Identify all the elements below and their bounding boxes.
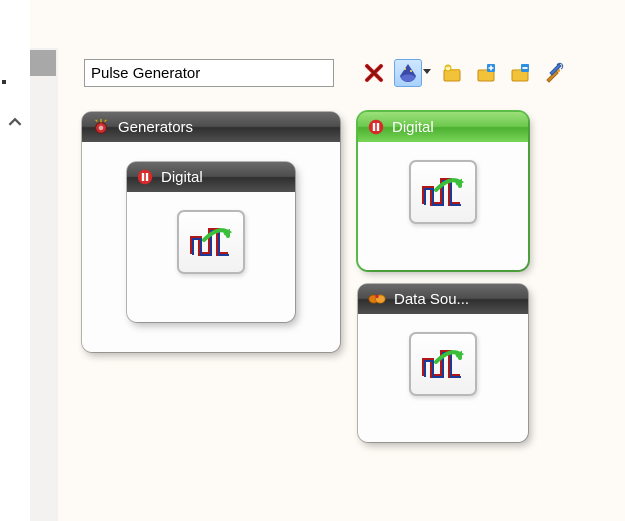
wizard-button[interactable]	[394, 59, 422, 87]
idea-folder-button[interactable]	[438, 59, 466, 87]
folder-add-icon	[475, 62, 497, 84]
generators-icon	[92, 118, 110, 136]
left-ruler-strip	[0, 0, 30, 521]
folder-add-button[interactable]	[472, 59, 500, 87]
panel-header[interactable]: Data Sou...	[358, 284, 528, 314]
panel-body	[358, 142, 528, 238]
wizard-icon	[397, 62, 419, 84]
panel-title: Generators	[118, 119, 193, 136]
component-tile[interactable]	[409, 332, 477, 396]
panel-header[interactable]: Digital	[358, 112, 528, 142]
panel-data-sources[interactable]: Data Sou...	[358, 284, 528, 442]
panel-body	[127, 192, 295, 288]
panel-generators-digital[interactable]: Digital	[127, 162, 295, 322]
pulse-generator-icon	[420, 170, 466, 214]
data-sources-icon	[368, 291, 386, 307]
panel-header[interactable]: Generators	[82, 112, 340, 142]
panel-title: Digital	[161, 169, 203, 186]
tools-button[interactable]	[540, 59, 568, 87]
delete-button[interactable]	[360, 59, 388, 87]
canvas-area: Generators Digital	[60, 100, 625, 521]
component-tile[interactable]	[409, 160, 477, 224]
panel-body	[358, 314, 528, 410]
panel-digital[interactable]: Digital	[358, 112, 528, 270]
digital-icon	[368, 119, 384, 135]
chevron-up-icon[interactable]	[8, 115, 22, 129]
panel-body: Digital	[82, 142, 340, 342]
lightbulb-folder-icon	[441, 62, 463, 84]
delete-x-icon	[363, 62, 385, 84]
pulse-generator-icon	[420, 342, 466, 386]
gutter-block	[30, 50, 56, 76]
pulse-generator-icon	[188, 220, 234, 264]
panel-generators[interactable]: Generators Digital	[82, 112, 340, 352]
toolbar	[60, 48, 625, 98]
panel-title: Digital	[392, 119, 434, 136]
search-input[interactable]	[84, 59, 334, 87]
left-gutter	[30, 48, 58, 521]
folder-remove-button[interactable]	[506, 59, 534, 87]
dot-marker	[2, 80, 6, 84]
panel-title: Data Sou...	[394, 291, 469, 308]
tools-icon	[543, 62, 565, 84]
panel-header[interactable]: Digital	[127, 162, 295, 192]
dropdown-caret-icon	[423, 69, 431, 74]
component-tile[interactable]	[177, 210, 245, 274]
folder-remove-icon	[509, 62, 531, 84]
digital-icon	[137, 169, 153, 185]
